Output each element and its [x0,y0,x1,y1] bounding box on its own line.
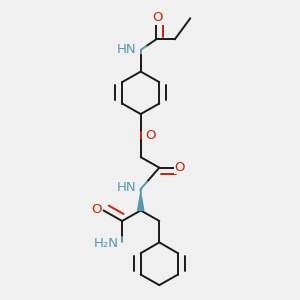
Text: O: O [174,160,185,173]
Text: O: O [145,129,155,142]
Text: HN: HN [117,44,137,56]
Text: H₂N: H₂N [94,237,119,250]
Text: O: O [152,11,163,24]
Polygon shape [138,189,144,210]
Text: HN: HN [117,181,137,194]
Text: O: O [91,203,102,216]
